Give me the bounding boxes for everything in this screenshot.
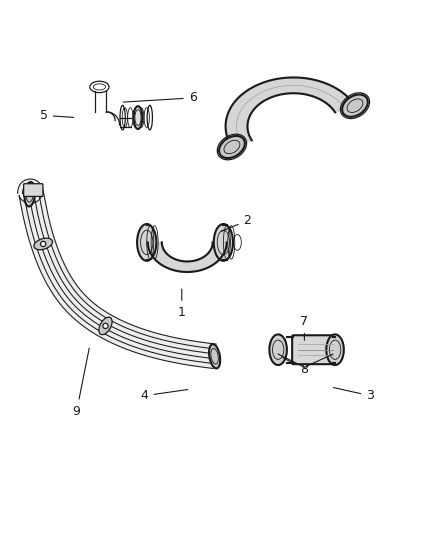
Ellipse shape xyxy=(209,344,220,368)
Polygon shape xyxy=(148,243,227,272)
Text: 5: 5 xyxy=(40,109,74,122)
Ellipse shape xyxy=(342,94,368,117)
Text: 3: 3 xyxy=(333,387,374,402)
Text: 9: 9 xyxy=(73,348,89,417)
Ellipse shape xyxy=(134,106,142,129)
FancyBboxPatch shape xyxy=(24,184,43,197)
Ellipse shape xyxy=(25,182,35,206)
Text: 1: 1 xyxy=(178,289,186,319)
Circle shape xyxy=(41,241,46,247)
Ellipse shape xyxy=(34,238,53,250)
FancyBboxPatch shape xyxy=(292,335,334,364)
Text: 6: 6 xyxy=(123,91,197,104)
Ellipse shape xyxy=(214,224,233,261)
Polygon shape xyxy=(226,77,355,147)
Ellipse shape xyxy=(326,334,344,365)
Text: 2: 2 xyxy=(222,214,251,231)
Ellipse shape xyxy=(99,317,112,335)
Polygon shape xyxy=(18,179,216,368)
Ellipse shape xyxy=(269,334,287,365)
Ellipse shape xyxy=(137,224,156,261)
Text: 7: 7 xyxy=(300,315,308,341)
Ellipse shape xyxy=(219,136,245,158)
Text: 8: 8 xyxy=(283,358,308,376)
Text: 4: 4 xyxy=(141,389,188,402)
Circle shape xyxy=(103,324,108,328)
